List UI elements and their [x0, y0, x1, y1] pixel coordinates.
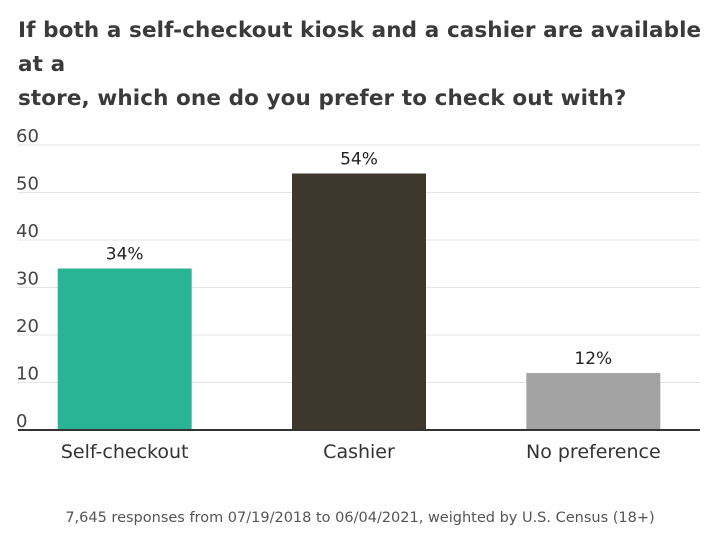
y-tick-label: 40: [16, 221, 39, 242]
bar: [57, 268, 192, 430]
y-tick-label: 50: [16, 174, 39, 195]
data-label: 54%: [340, 150, 378, 170]
chart-footnote: 7,645 responses from 07/19/2018 to 06/04…: [65, 510, 655, 526]
y-tick-label: 60: [16, 126, 39, 147]
x-tick-label: Cashier: [323, 441, 395, 463]
data-label: 12%: [574, 349, 612, 369]
x-tick-label: Self-checkout: [61, 441, 189, 463]
chart-title: If both a self-checkout kiosk and a cash…: [18, 14, 708, 116]
y-tick-label: 20: [16, 316, 39, 337]
bar-chart: 0 10 20 30 40 50 60 34% Self-checkout 54% Cashier 1…: [16, 126, 700, 463]
bar: [292, 173, 426, 430]
bar: [526, 373, 661, 430]
data-label: 34%: [106, 245, 144, 265]
chart-title-line-1: If both a self-checkout kiosk and a cash…: [18, 18, 702, 77]
y-tick-label: 10: [16, 364, 39, 385]
y-tick-label: 30: [16, 269, 39, 290]
x-tick-label: No preference: [526, 441, 661, 463]
chart-title-line-2: store, which one do you prefer to check …: [18, 86, 627, 111]
y-tick-label: 0: [16, 411, 27, 432]
